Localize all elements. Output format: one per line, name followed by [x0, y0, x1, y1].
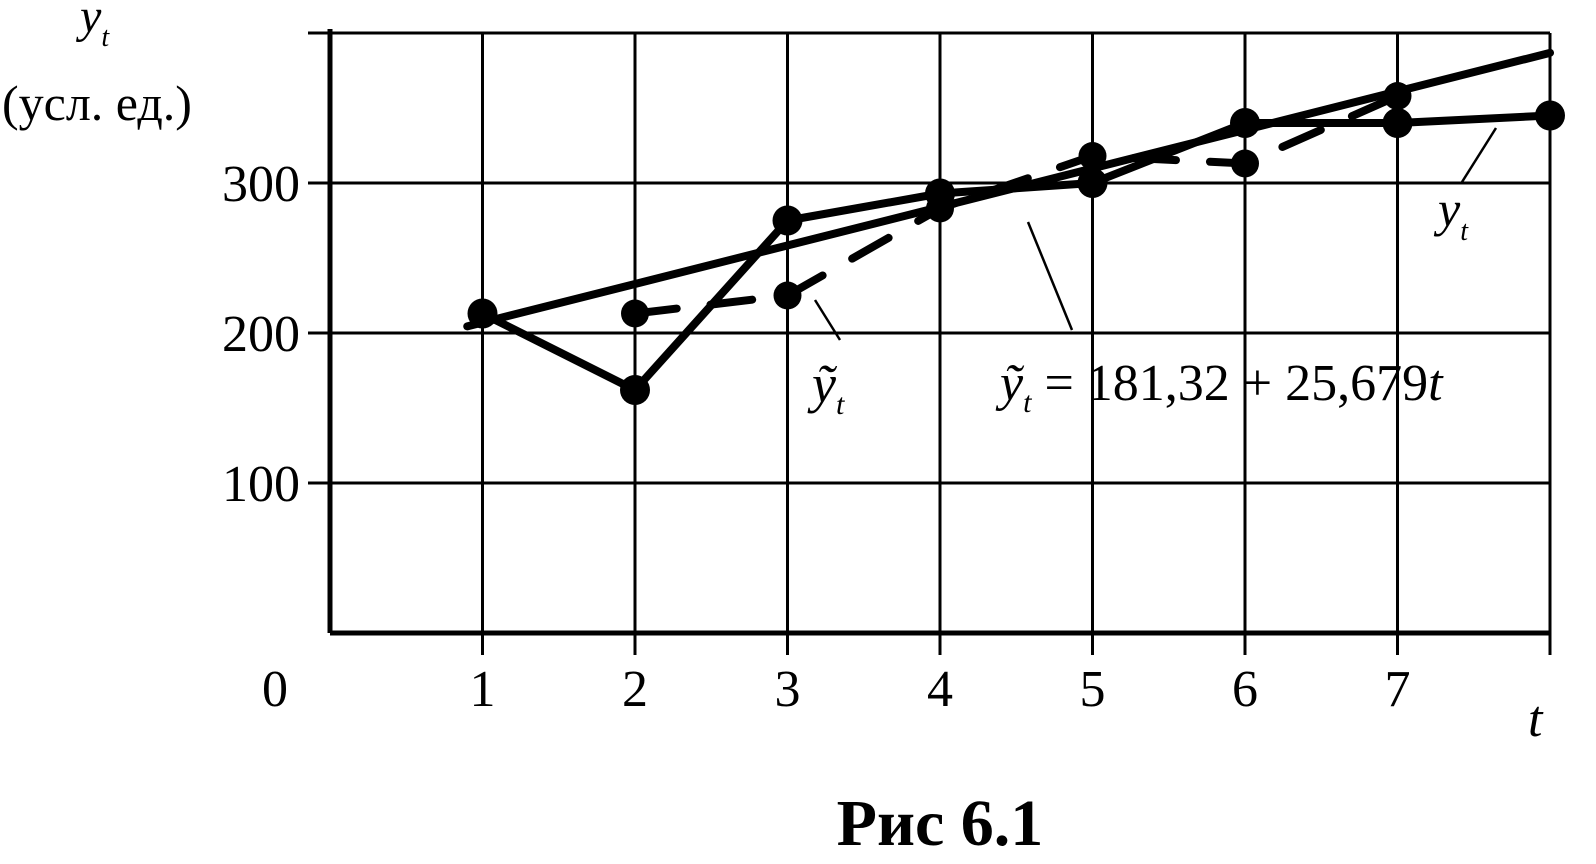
point-y-tilde [1231, 149, 1259, 178]
x-tick-label: 6 [1232, 661, 1258, 718]
series-label-y-tilde: ỹt [807, 354, 845, 421]
point-y [620, 375, 650, 405]
axes: 100 200 300 1 2 3 4 5 6 7 [222, 29, 1550, 718]
series-label-y-tilde-main: ỹ [807, 354, 838, 414]
y-axis-label-main: y [75, 0, 102, 43]
point-y [1382, 108, 1413, 138]
leader-line-y-tilde [813, 299, 842, 341]
origin-label: 0 [262, 661, 288, 718]
y-tick-label: 300 [222, 156, 300, 213]
point-y [1535, 100, 1565, 131]
y-tick-label: 200 [222, 306, 300, 363]
series-line-y [480, 111, 1551, 394]
point-y-tilde [1078, 142, 1107, 170]
x-tick-label: 2 [622, 661, 648, 718]
point-y-tilde [621, 299, 649, 328]
figure-caption: Рис 6.1 [837, 787, 1044, 860]
labels: yt (усл. ед.) 0 t yt ỹt ỹt = 181,32 + 25… [2, 0, 1544, 860]
series-label-y-subscript: t [1460, 216, 1469, 247]
series-label-y: yt [1433, 181, 1469, 247]
x-tick-label: 1 [470, 661, 496, 718]
x-tick-label: 5 [1080, 661, 1106, 718]
x-tick-label: 4 [927, 661, 953, 718]
y-tick-label: 100 [222, 456, 300, 513]
x-axis-label: t [1528, 691, 1544, 748]
series-label-y-main: y [1433, 181, 1461, 237]
leader-line-y [1460, 127, 1498, 183]
trend-equation-var: t [1428, 355, 1444, 412]
x-tick-label: 3 [775, 661, 801, 718]
series-line-y-tilde [631, 92, 1402, 318]
point-y [772, 205, 803, 236]
trend-equation-prefix: ỹ [995, 355, 1025, 412]
trend-equation-body: = 181,32 + 25,679 [1031, 355, 1428, 412]
point-y [467, 298, 498, 329]
trend-equation-label: ỹt = 181,32 + 25,679t [995, 355, 1444, 419]
point-y-tilde [1383, 82, 1412, 110]
point-y [925, 178, 955, 209]
y-axis-label-subscript: t [101, 22, 110, 53]
series-label-y-tilde-subscript: t [836, 388, 845, 421]
point-y [1230, 108, 1260, 138]
y-axis-label: yt [75, 0, 110, 53]
series-layer [463, 48, 1565, 405]
trend-equation-subscript: t [1023, 386, 1032, 419]
x-tick-label: 7 [1385, 661, 1411, 718]
point-y-tilde [773, 281, 802, 310]
point-y [1077, 168, 1108, 198]
leader-line-trend [1026, 221, 1074, 331]
y-axis-units: (усл. ед.) [2, 75, 192, 131]
